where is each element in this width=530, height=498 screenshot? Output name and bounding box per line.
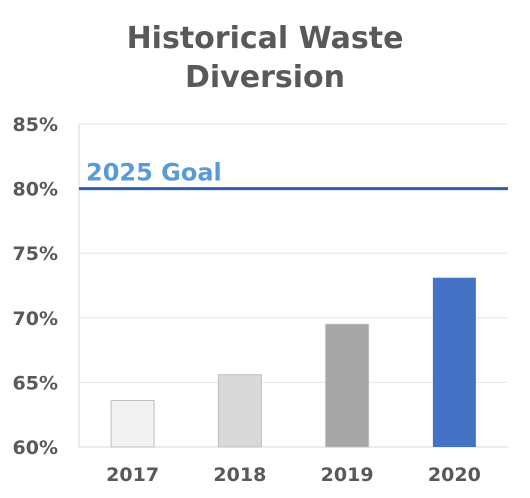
goal-label: 2025 Goal	[86, 159, 222, 187]
chart-title-line-2: Diversion	[185, 60, 345, 95]
bar-2017	[110, 399, 155, 448]
bar-2019	[325, 323, 370, 448]
chart-title-line-1: Historical Waste	[127, 21, 404, 56]
bar-2018	[217, 374, 262, 448]
x-tick-label-2017: 2017	[106, 464, 159, 486]
y-tick-label-75: 75%	[13, 243, 58, 265]
x-tick-label-2018: 2018	[213, 464, 266, 486]
y-tick-label-70: 70%	[13, 308, 58, 330]
y-tick-label-80: 80%	[13, 179, 58, 201]
y-tick-label-85: 85%	[13, 114, 58, 136]
x-tick-label-2020: 2020	[428, 464, 481, 486]
bars	[110, 277, 476, 448]
x-axis-category-labels: 2017 2018 2019 2020	[106, 464, 481, 486]
y-axis-tick-labels: 60% 65% 70% 75% 80% 85%	[13, 114, 58, 459]
y-tick-label-65: 65%	[13, 372, 58, 394]
y-tick-label-60: 60%	[13, 437, 58, 459]
x-tick-label-2019: 2019	[321, 464, 374, 486]
bar-2020	[432, 277, 476, 447]
